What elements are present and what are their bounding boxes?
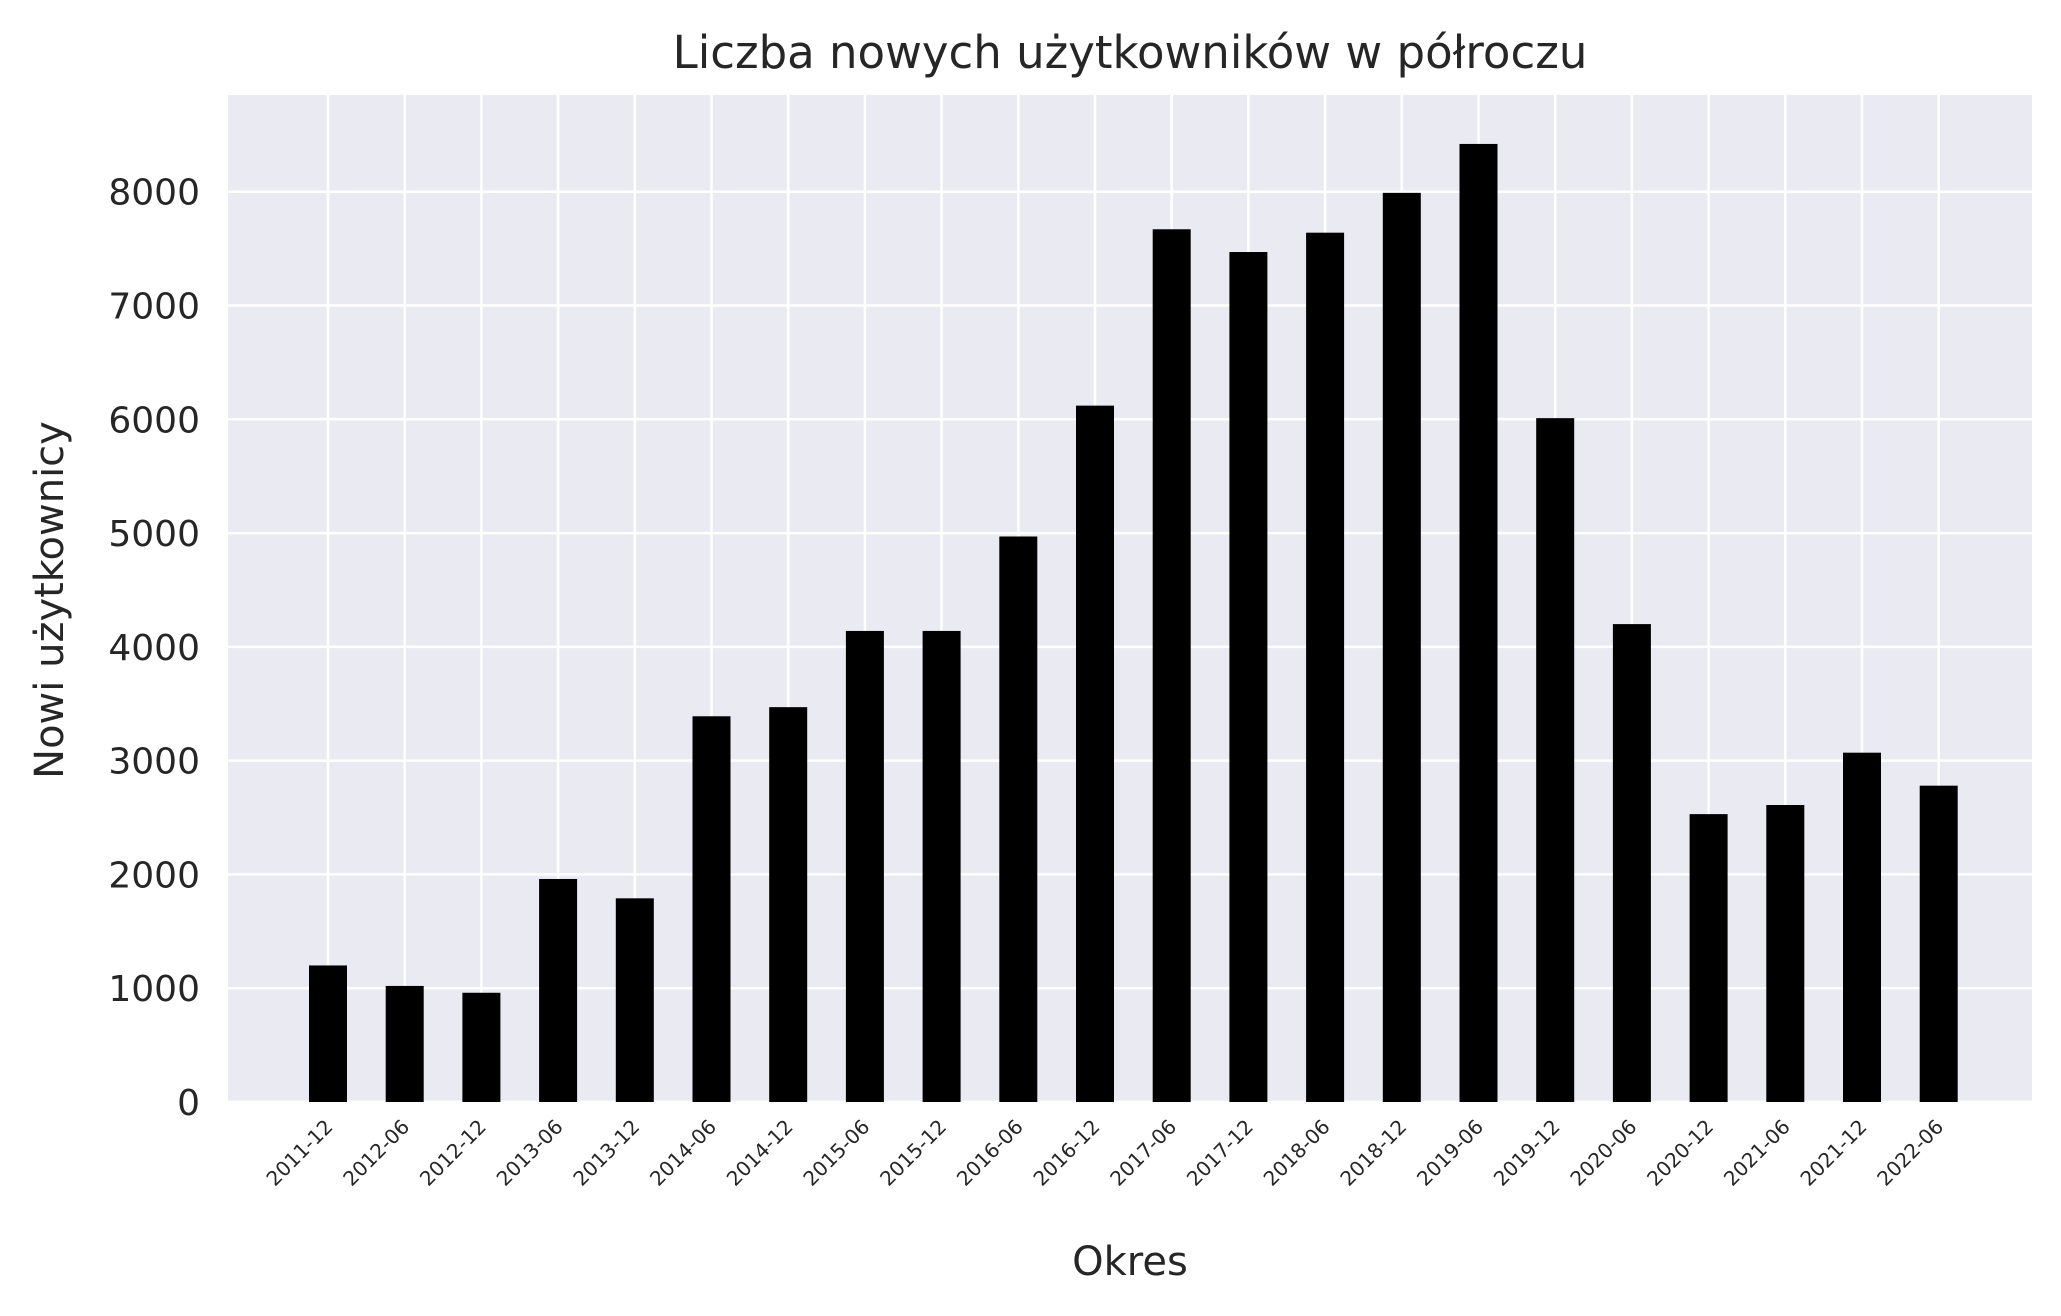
bar-2021-06 [1766,805,1805,1102]
x-tick-label: 2021-12 [1795,1115,1871,1191]
bars [309,143,1958,1103]
x-axis-label: Okres [1072,1239,1188,1285]
x-tick-label: 2020-06 [1565,1115,1641,1191]
y-tick-label: 3000 [108,742,200,783]
bar-2020-06 [1612,624,1651,1102]
x-tick-label: 2014-12 [722,1115,798,1191]
x-tick-label: 2012-06 [338,1115,414,1191]
x-tick-label: 2021-06 [1719,1115,1795,1191]
bar-2018-12 [1382,192,1421,1103]
x-tick-label: 2016-06 [952,1115,1028,1191]
x-tick-label: 2018-12 [1335,1115,1411,1191]
plot-background [228,95,2032,1102]
y-tick-labels: 0 1000 2000 3000 4000 5000 6000 7000 8000 [108,173,200,1124]
bar-2020-12 [1689,814,1728,1102]
x-tick-label: 2019-12 [1489,1115,1565,1191]
bar-2017-12 [1229,252,1268,1102]
bar-2014-12 [769,707,808,1102]
bar-2016-12 [1076,405,1114,1102]
bar-2011-12 [309,965,347,1102]
y-tick-label: 0 [177,1083,200,1124]
x-tick-label: 2020-12 [1642,1115,1718,1191]
bar-2015-06 [845,630,884,1102]
x-tick-label: 2013-12 [568,1115,644,1191]
y-tick-label: 2000 [108,855,200,896]
bar-2016-06 [999,536,1038,1102]
bar-2012-12 [462,992,501,1102]
x-tick-label: 2017-06 [1105,1115,1181,1191]
bar-2017-06 [1152,229,1191,1102]
chart-title: Liczba nowych użytkowników w półroczu [673,26,1588,79]
bar-2015-12 [922,630,961,1102]
x-tick-label: 2019-06 [1412,1115,1488,1191]
bar-2021-12 [1843,752,1881,1102]
x-tick-label: 2011-12 [261,1115,337,1191]
x-tick-label: 2013-06 [492,1115,568,1191]
x-tick-label: 2015-12 [875,1115,951,1191]
bar-2013-06 [539,878,578,1102]
y-axis-label: Nowi użytkownicy [27,421,73,779]
x-tick-label: 2012-12 [415,1115,491,1191]
x-tick-label: 2015-06 [798,1115,874,1191]
bar-2013-12 [615,898,654,1102]
y-tick-label: 8000 [108,173,200,214]
bar-2022-06 [1919,785,1958,1102]
x-tick-label: 2017-12 [1182,1115,1258,1191]
y-tick-label: 7000 [108,287,200,328]
x-tick-labels: 2011-12 2012-06 2012-12 2013-06 2013-12 2014-… [261,1115,1948,1191]
y-tick-label: 6000 [108,400,200,441]
bar-2012-06 [385,985,424,1102]
bar-2018-06 [1306,232,1345,1102]
x-tick-label: 2022-06 [1872,1115,1948,1191]
y-tick-label: 1000 [108,969,200,1010]
x-tick-label: 2016-12 [1028,1115,1104,1191]
y-tick-label: 5000 [108,514,200,555]
bar-2019-12 [1536,418,1575,1102]
bar-2014-06 [692,716,731,1102]
x-tick-label: 2014-06 [645,1115,721,1191]
y-tick-label: 4000 [108,628,200,669]
bar-2019-06 [1459,143,1498,1103]
x-tick-label: 2018-06 [1259,1115,1335,1191]
